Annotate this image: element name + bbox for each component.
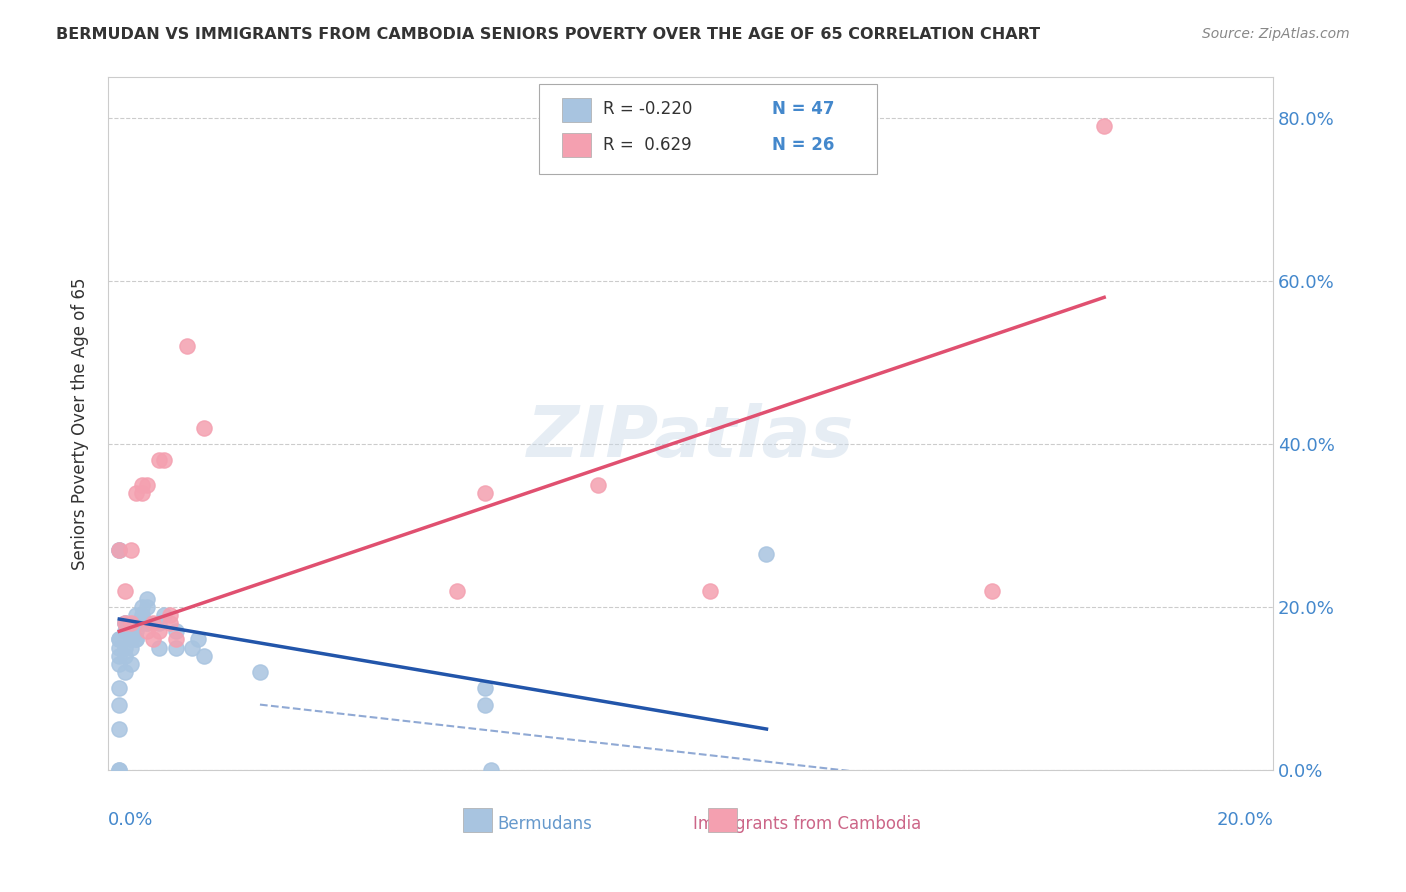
- Point: [131, 599, 153, 614]
- Point: [108, 722, 131, 736]
- Point: [136, 591, 159, 606]
- Point: [148, 624, 170, 639]
- Point: [131, 477, 153, 491]
- Point: [131, 607, 153, 622]
- Y-axis label: Seniors Poverty Over the Age of 65: Seniors Poverty Over the Age of 65: [72, 277, 89, 570]
- Point: [136, 477, 159, 491]
- Point: [131, 485, 153, 500]
- Point: [474, 485, 496, 500]
- Point: [108, 542, 131, 557]
- Point: [108, 657, 131, 671]
- Point: [120, 657, 142, 671]
- Point: [108, 640, 131, 655]
- Text: Source: ZipAtlas.com: Source: ZipAtlas.com: [1202, 27, 1350, 41]
- FancyBboxPatch shape: [562, 98, 592, 122]
- FancyBboxPatch shape: [538, 85, 877, 174]
- Point: [153, 607, 176, 622]
- FancyBboxPatch shape: [464, 808, 492, 832]
- Text: R = -0.220: R = -0.220: [603, 100, 693, 118]
- Text: BERMUDAN VS IMMIGRANTS FROM CAMBODIA SENIORS POVERTY OVER THE AGE OF 65 CORRELAT: BERMUDAN VS IMMIGRANTS FROM CAMBODIA SEN…: [56, 27, 1040, 42]
- Point: [136, 616, 159, 631]
- Point: [474, 698, 496, 712]
- Point: [148, 453, 170, 467]
- Point: [699, 583, 721, 598]
- Point: [108, 648, 131, 663]
- Point: [249, 665, 271, 679]
- Point: [153, 453, 176, 467]
- Point: [142, 616, 165, 631]
- Point: [586, 477, 609, 491]
- Text: ZIPatlas: ZIPatlas: [527, 403, 855, 472]
- Point: [479, 763, 502, 777]
- Point: [165, 640, 187, 655]
- Point: [148, 616, 170, 631]
- Point: [181, 640, 204, 655]
- Point: [108, 763, 131, 777]
- Point: [108, 542, 131, 557]
- Point: [159, 616, 181, 631]
- Point: [114, 640, 136, 655]
- Point: [193, 648, 215, 663]
- Point: [125, 616, 148, 631]
- Point: [187, 632, 209, 647]
- Point: [148, 640, 170, 655]
- Point: [114, 616, 136, 631]
- Text: R =  0.629: R = 0.629: [603, 136, 692, 154]
- Point: [136, 599, 159, 614]
- Text: 20.0%: 20.0%: [1216, 812, 1272, 830]
- Point: [108, 632, 131, 647]
- Point: [125, 485, 148, 500]
- Point: [165, 624, 187, 639]
- Point: [125, 632, 148, 647]
- Point: [131, 616, 153, 631]
- Point: [125, 607, 148, 622]
- Text: 0.0%: 0.0%: [108, 812, 153, 830]
- Text: Immigrants from Cambodia: Immigrants from Cambodia: [693, 814, 921, 833]
- Point: [108, 681, 131, 696]
- Point: [159, 607, 181, 622]
- Point: [125, 632, 148, 647]
- Point: [474, 681, 496, 696]
- Point: [176, 339, 198, 353]
- Point: [120, 624, 142, 639]
- Point: [114, 648, 136, 663]
- Point: [1092, 120, 1115, 134]
- FancyBboxPatch shape: [709, 808, 737, 832]
- Point: [193, 420, 215, 434]
- Point: [114, 583, 136, 598]
- Point: [114, 616, 136, 631]
- Point: [980, 583, 1002, 598]
- Point: [120, 632, 142, 647]
- Point: [114, 616, 136, 631]
- Point: [120, 640, 142, 655]
- Text: Bermudans: Bermudans: [498, 814, 592, 833]
- Point: [120, 542, 142, 557]
- Text: N = 47: N = 47: [772, 100, 835, 118]
- Point: [142, 632, 165, 647]
- Point: [114, 665, 136, 679]
- Point: [120, 616, 142, 631]
- Point: [446, 583, 468, 598]
- Point: [108, 632, 131, 647]
- Text: N = 26: N = 26: [772, 136, 834, 154]
- Point: [165, 632, 187, 647]
- Point: [108, 698, 131, 712]
- Point: [136, 624, 159, 639]
- Point: [114, 624, 136, 639]
- Point: [108, 542, 131, 557]
- Point: [755, 547, 778, 561]
- Point: [125, 624, 148, 639]
- Point: [136, 616, 159, 631]
- Point: [108, 763, 131, 777]
- FancyBboxPatch shape: [562, 133, 592, 157]
